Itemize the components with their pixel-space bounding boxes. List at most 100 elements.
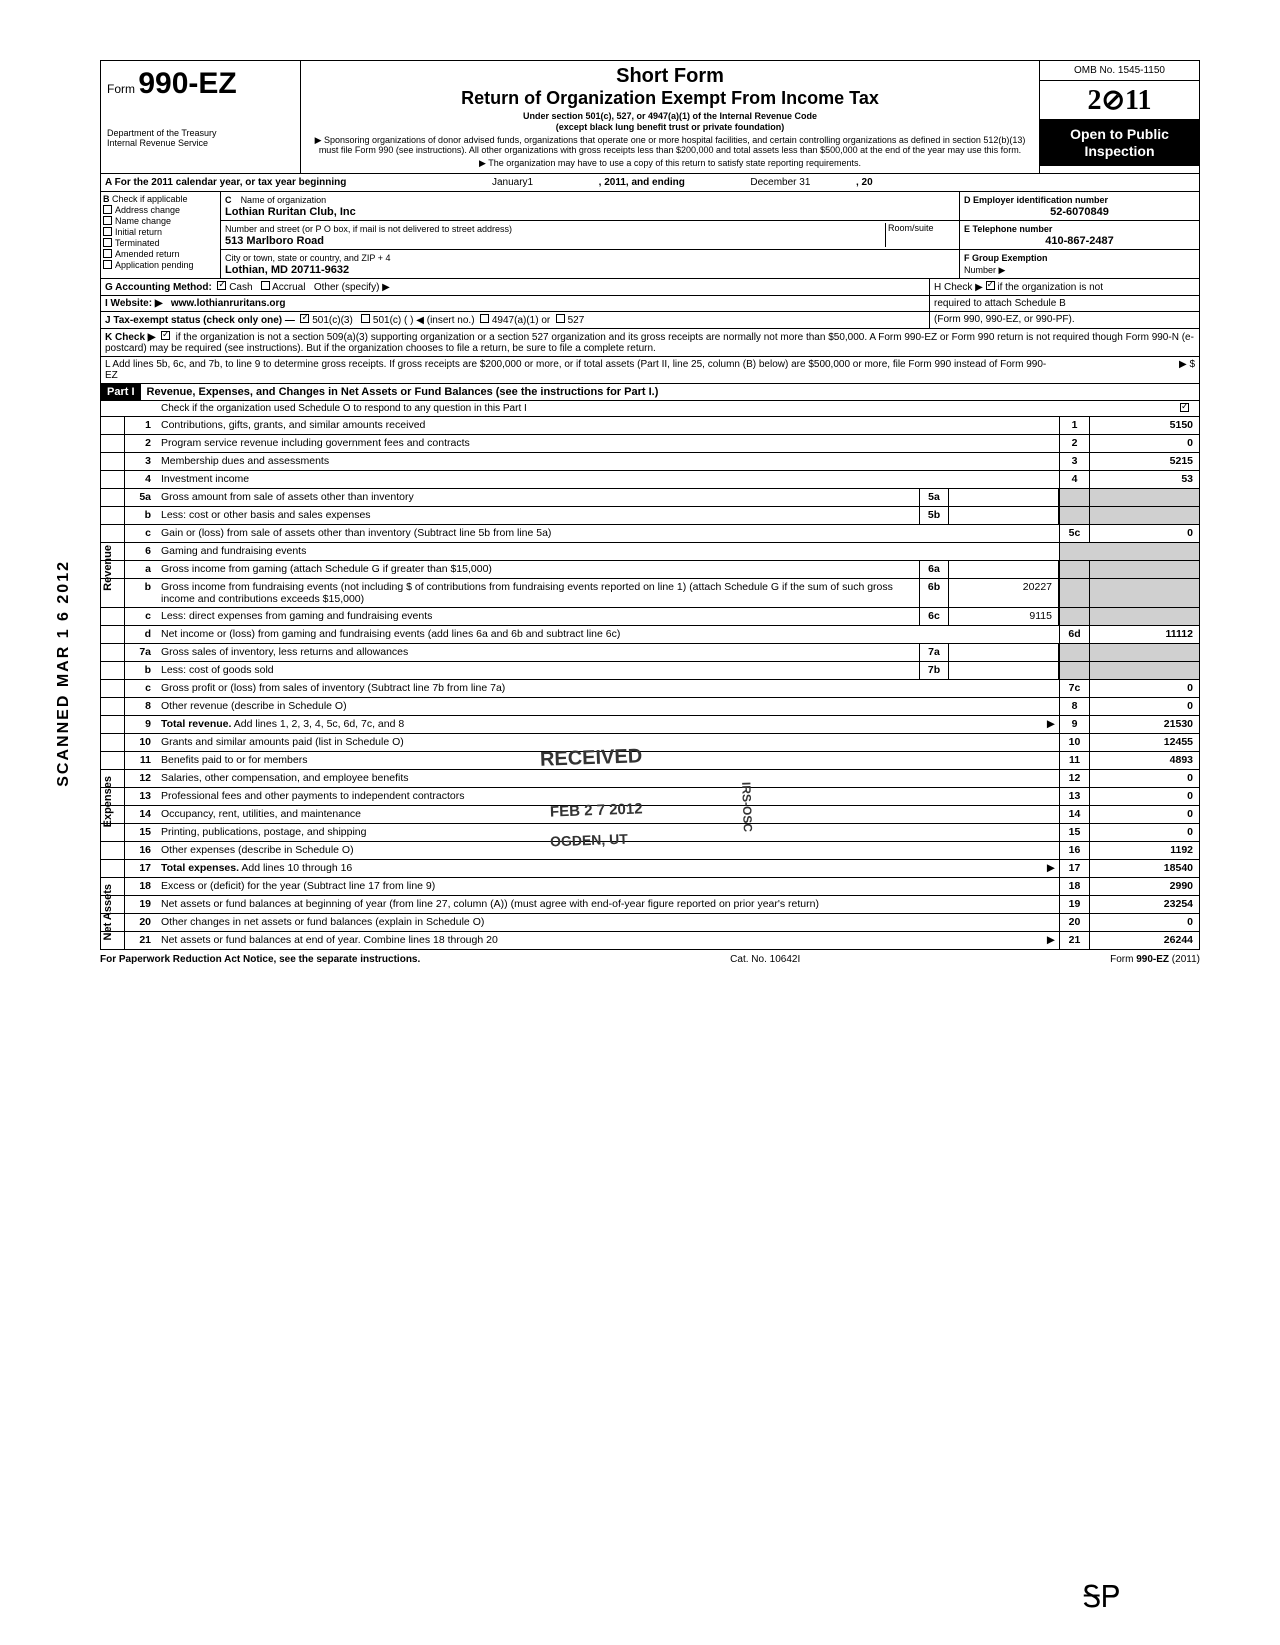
mid-line-val: 9115 — [949, 608, 1059, 625]
cb-initial[interactable] — [103, 227, 112, 236]
end-shade — [1059, 489, 1089, 506]
end-line-no: 16 — [1059, 842, 1089, 859]
cb-terminated[interactable] — [103, 238, 112, 247]
row-13: 13Professional fees and other payments t… — [100, 788, 1200, 806]
end-shade — [1059, 561, 1089, 578]
scanned-stamp: SCANNED MAR 1 6 2012 — [55, 560, 73, 787]
mid-line-val — [949, 644, 1059, 661]
end-line-no: 4 — [1059, 471, 1089, 488]
cb-amended[interactable] — [103, 249, 112, 258]
lbl-cash: Cash — [229, 282, 252, 293]
box-b: B Check if applicable Address change Nam… — [101, 192, 221, 278]
received-stamp: RECEIVED — [540, 745, 643, 772]
end-line-no: 20 — [1059, 914, 1089, 931]
line-desc: Other revenue (describe in Schedule O) — [157, 698, 1059, 715]
line-desc: Net assets or fund balances at beginning… — [157, 896, 1059, 913]
line-number: b — [125, 507, 157, 524]
bcd-block: B Check if applicable Address change Nam… — [100, 192, 1200, 279]
line-i-lbl: I Website: ▶ — [105, 298, 163, 309]
line-desc: Net income or (loss) from gaming and fun… — [157, 626, 1059, 643]
form-number: Form 990-EZ — [107, 67, 294, 101]
row-10: 10Grants and similar amounts paid (list … — [100, 734, 1200, 752]
lbl-501c3: 501(c)(3) — [312, 315, 353, 326]
box-c-addr-lbl: Number and street (or P O box, if mail i… — [225, 224, 512, 234]
part1-hdr: Part I — [101, 384, 141, 400]
end-line-no: 11 — [1059, 752, 1089, 769]
cb-501c[interactable] — [361, 314, 370, 323]
end-shade — [1059, 662, 1089, 679]
line-h-txt2: if the organization is not — [997, 282, 1103, 293]
end-line-no: 15 — [1059, 824, 1089, 841]
lbl-address: Address change — [115, 205, 180, 215]
mid-line-no: 7b — [919, 662, 949, 679]
mid-line-no: 5b — [919, 507, 949, 524]
line-number: b — [125, 579, 157, 607]
form-prefix: Form — [107, 82, 135, 96]
row-a: aGross income from gaming (attach Schedu… — [100, 561, 1200, 579]
mid-line-no: 6c — [919, 608, 949, 625]
cb-accrual[interactable] — [261, 281, 270, 290]
line-desc: Gross profit or (loss) from sales of inv… — [157, 680, 1059, 697]
cb-4947[interactable] — [480, 314, 489, 323]
line-desc: Less: cost of goods sold — [157, 662, 919, 679]
end-line-no: 12 — [1059, 770, 1089, 787]
cb-pending[interactable] — [103, 260, 112, 269]
line-number: 18 — [125, 878, 157, 895]
row-8: 8Other revenue (describe in Schedule O)8… — [100, 698, 1200, 716]
box-b-sub: Check if applicable — [112, 194, 188, 204]
cb-527[interactable] — [556, 314, 565, 323]
end-shade — [1059, 608, 1089, 625]
end-line-no: 9 — [1059, 716, 1089, 733]
cb-address[interactable] — [103, 205, 112, 214]
lbl-amended: Amended return — [115, 249, 180, 259]
end-shade-val — [1089, 489, 1199, 506]
line-h-txt: H Check ▶ — [934, 282, 983, 293]
row-1: 1Contributions, gifts, grants, and simil… — [100, 417, 1200, 435]
line-number: 7a — [125, 644, 157, 661]
line-desc: Program service revenue including govern… — [157, 435, 1059, 452]
side-label-net-assets: Net Assets — [102, 884, 114, 940]
lbl-initial: Initial return — [115, 227, 162, 237]
line-desc: Total expenses. Add lines 10 through 16 — [157, 860, 1043, 877]
footer: For Paperwork Reduction Act Notice, see … — [100, 950, 1200, 969]
cb-name[interactable] — [103, 216, 112, 225]
cb-cash[interactable] — [217, 281, 226, 290]
line-number: c — [125, 608, 157, 625]
mid-line-val — [949, 507, 1059, 524]
end-shade-val — [1089, 579, 1199, 607]
row-15: 15Printing, publications, postage, and s… — [100, 824, 1200, 842]
end-line-val: 0 — [1089, 770, 1199, 787]
mid-line-val — [949, 662, 1059, 679]
end-line-val: 0 — [1089, 698, 1199, 715]
mid-line-val: 20227 — [949, 579, 1059, 607]
end-line-no: 10 — [1059, 734, 1089, 751]
sub1: Under section 501(c), 527, or 4947(a)(1)… — [523, 111, 817, 121]
row-3: 3Membership dues and assessments35215 — [100, 453, 1200, 471]
end-line-no: 21 — [1059, 932, 1089, 949]
line-g-lbl: G Accounting Method: — [105, 282, 212, 293]
row-d: dNet income or (loss) from gaming and fu… — [100, 626, 1200, 644]
line-desc: Total revenue. Add lines 1, 2, 3, 4, 5c,… — [157, 716, 1043, 733]
line-number: 19 — [125, 896, 157, 913]
line-a-end1: December 31 — [750, 177, 810, 188]
row-b: bLess: cost of goods sold7b — [100, 662, 1200, 680]
line-l: L Add lines 5b, 6c, and 7b, to line 9 to… — [100, 357, 1200, 384]
line-number: 12 — [125, 770, 157, 787]
cb-schedule-b[interactable] — [986, 281, 995, 290]
org-name: Lothian Ruritan Club, Inc — [225, 206, 356, 218]
cb-line-k[interactable] — [161, 331, 170, 340]
line-j-lbl: J Tax-exempt status (check only one) — — [105, 315, 295, 326]
end-shade-val — [1089, 608, 1199, 625]
cb-part1[interactable] — [1180, 403, 1189, 412]
phone-val: 410-867-2487 — [964, 235, 1195, 247]
box-c-lbl: C — [225, 195, 232, 205]
cb-501c3[interactable] — [300, 314, 309, 323]
line-desc: Net assets or fund balances at end of ye… — [157, 932, 1043, 949]
lbl-501c-b: ) ◀ (insert no.) — [410, 315, 474, 326]
arrow-icon: ▶ — [1043, 932, 1059, 949]
line-desc: Less: cost or other basis and sales expe… — [157, 507, 919, 524]
arrow-icon: ▶ — [1043, 860, 1059, 877]
part1-check: Check if the organization used Schedule … — [100, 401, 1200, 417]
row-6: 6Gaming and fundraising events — [100, 543, 1200, 561]
mid-line-no: 7a — [919, 644, 949, 661]
